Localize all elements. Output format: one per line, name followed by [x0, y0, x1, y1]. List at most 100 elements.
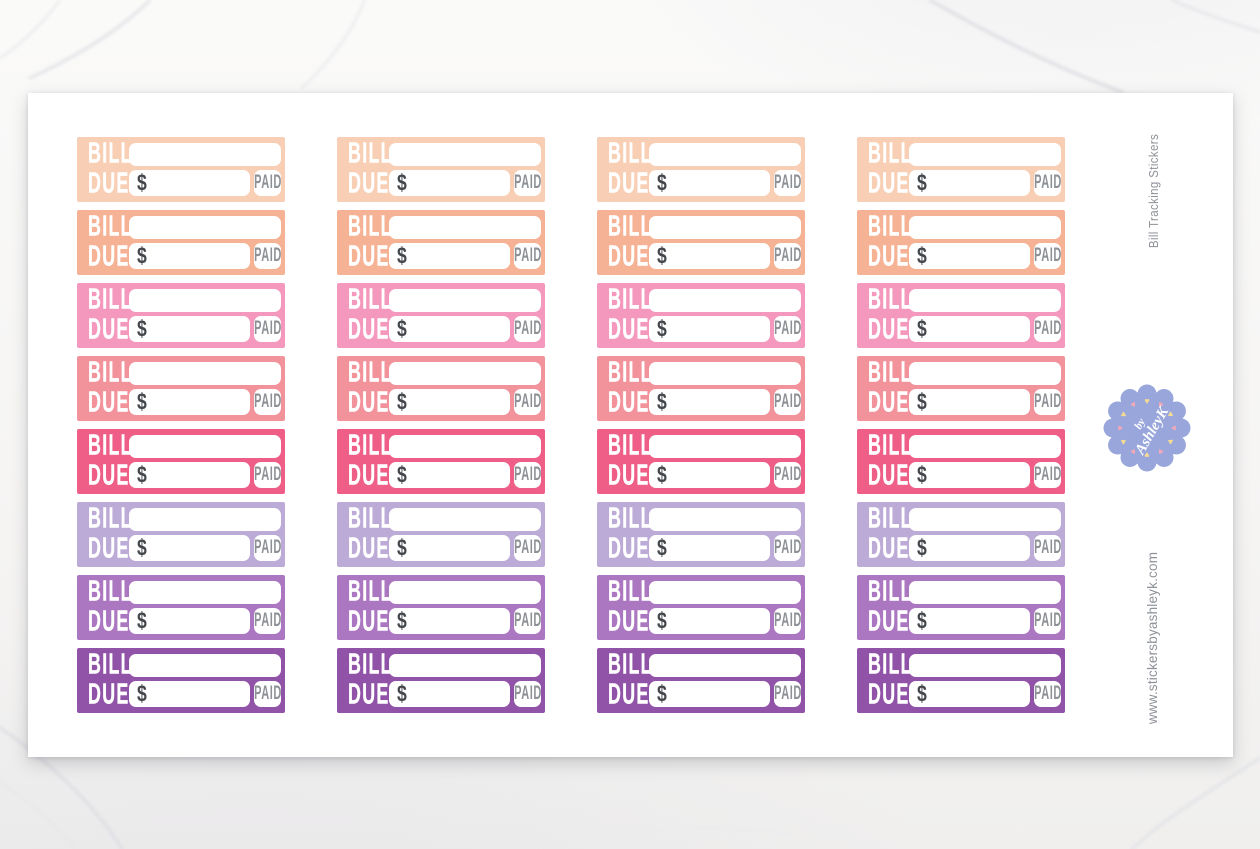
bill-name-field [389, 362, 541, 385]
dollar-sign-icon: $ [657, 534, 667, 561]
due-label: DUE [868, 678, 910, 710]
bill-due-sticker: BILL DUE $ PAID [857, 429, 1065, 494]
paid-checkbox: PAID [514, 389, 541, 415]
sticker-labels: BILL DUE [608, 137, 676, 199]
bill-label: BILL [868, 283, 913, 315]
bill-label: BILL [348, 648, 393, 680]
bill-name-field [649, 435, 801, 458]
paid-checkbox: PAID [514, 535, 541, 561]
bill-due-sticker: BILL DUE $ PAID [337, 502, 545, 567]
bill-name-field [389, 143, 541, 166]
paid-checkbox: PAID [774, 535, 801, 561]
bill-due-sticker: BILL DUE $ PAID [857, 575, 1065, 640]
sticker-labels: BILL DUE [868, 502, 936, 564]
due-label: DUE [88, 459, 130, 491]
due-label: DUE [608, 532, 650, 564]
dollar-sign-icon: $ [397, 680, 407, 707]
bill-due-sticker: BILL DUE $ PAID [77, 356, 285, 421]
dollar-sign-icon: $ [397, 607, 407, 634]
sticker-labels: BILL DUE [348, 575, 416, 637]
dollar-sign-icon: $ [137, 388, 147, 415]
bill-amount-field: $ [129, 607, 250, 634]
bill-amount-field: $ [389, 315, 510, 342]
bill-name-field [129, 143, 281, 166]
bill-name-field [129, 289, 281, 312]
bill-amount-field: $ [649, 315, 770, 342]
paid-label: PAID [513, 172, 542, 193]
paid-label: PAID [773, 318, 802, 339]
paid-checkbox: PAID [1034, 316, 1061, 342]
bill-amount-field: $ [129, 534, 250, 561]
paid-checkbox: PAID [254, 462, 281, 488]
paid-checkbox: PAID [774, 608, 801, 634]
dollar-sign-icon: $ [137, 315, 147, 342]
paid-label: PAID [253, 391, 282, 412]
bill-label: BILL [88, 575, 133, 607]
due-label: DUE [608, 240, 650, 272]
paid-checkbox: PAID [254, 608, 281, 634]
bill-name-field [129, 362, 281, 385]
paid-label: PAID [1033, 318, 1062, 339]
bill-name-field [649, 143, 801, 166]
dollar-sign-icon: $ [397, 315, 407, 342]
heart-icon: ♥ [1118, 437, 1129, 447]
sticker-labels: BILL DUE [88, 575, 156, 637]
bill-amount-field: $ [909, 534, 1030, 561]
due-label: DUE [608, 459, 650, 491]
heart-icon: ♥ [1165, 410, 1176, 420]
sticker-labels: BILL DUE [88, 429, 156, 491]
bill-label: BILL [868, 137, 913, 169]
bill-due-sticker: BILL DUE $ PAID [77, 283, 285, 348]
paid-label: PAID [513, 318, 542, 339]
due-label: DUE [868, 532, 910, 564]
bill-name-field [909, 362, 1061, 385]
bill-due-sticker: BILL DUE $ PAID [857, 137, 1065, 202]
bill-label: BILL [868, 648, 913, 680]
heart-icon: ♥ [1115, 425, 1125, 430]
paid-label: PAID [513, 537, 542, 558]
due-label: DUE [88, 313, 130, 345]
paid-checkbox: PAID [1034, 243, 1061, 269]
paid-label: PAID [1033, 610, 1062, 631]
paid-checkbox: PAID [1034, 462, 1061, 488]
dollar-sign-icon: $ [917, 242, 927, 269]
bill-name-field [649, 581, 801, 604]
paid-label: PAID [773, 172, 802, 193]
bill-label: BILL [88, 648, 133, 680]
heart-icon: ♥ [1156, 399, 1166, 410]
sticker-labels: BILL DUE [868, 356, 936, 418]
due-label: DUE [348, 167, 390, 199]
sticker-labels: BILL DUE [608, 356, 676, 418]
due-label: DUE [88, 605, 130, 637]
paid-label: PAID [773, 537, 802, 558]
paid-label: PAID [1033, 391, 1062, 412]
dollar-sign-icon: $ [137, 680, 147, 707]
sticker-labels: BILL DUE [868, 429, 936, 491]
sticker-labels: BILL DUE [88, 356, 156, 418]
sticker-labels: BILL DUE [608, 210, 676, 272]
bill-due-sticker: BILL DUE $ PAID [337, 575, 545, 640]
paid-checkbox: PAID [1034, 608, 1061, 634]
bill-amount-field: $ [129, 461, 250, 488]
paid-checkbox: PAID [254, 170, 281, 196]
bill-label: BILL [608, 648, 653, 680]
bill-label: BILL [348, 356, 393, 388]
dollar-sign-icon: $ [657, 315, 667, 342]
heart-icon: ♥ [1169, 425, 1179, 430]
bill-name-field [389, 508, 541, 531]
bill-due-sticker: BILL DUE $ PAID [337, 283, 545, 348]
bill-label: BILL [608, 137, 653, 169]
heart-icon: ♥ [1129, 399, 1139, 410]
paid-label: PAID [253, 245, 282, 266]
bill-due-sticker: BILL DUE $ PAID [77, 210, 285, 275]
due-label: DUE [608, 167, 650, 199]
bill-label: BILL [608, 210, 653, 242]
paid-label: PAID [253, 172, 282, 193]
sticker-labels: BILL DUE [608, 648, 676, 710]
due-label: DUE [608, 605, 650, 637]
dollar-sign-icon: $ [137, 461, 147, 488]
sticker-labels: BILL DUE [608, 283, 676, 345]
brand-badge: ♥ ♥♥♥♥♥♥♥♥♥♥♥ by AshleyK [1103, 384, 1191, 472]
sticker-labels: BILL DUE [348, 210, 416, 272]
paid-checkbox: PAID [254, 535, 281, 561]
